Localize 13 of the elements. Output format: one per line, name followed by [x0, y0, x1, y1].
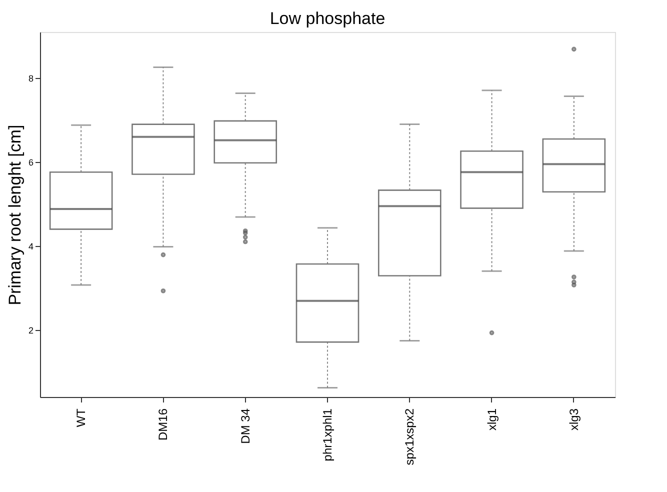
y-tick-label: 8: [28, 74, 34, 84]
x-tick-label: DM16: [156, 408, 170, 441]
y-axis-title: Primary root lenght [cm]: [5, 124, 24, 306]
x-tick-label: xlg1: [484, 408, 499, 431]
x-tick-label: WT: [74, 408, 88, 428]
y-tick-label: 2: [28, 325, 34, 336]
x-tick-label: xlg3: [566, 408, 581, 431]
y-tick-label: 6: [28, 158, 34, 168]
x-tick-label: phr1xphl1: [320, 408, 334, 462]
x-tick-label: spx1xspx2: [402, 408, 417, 466]
y-tick-label: 4: [28, 241, 34, 252]
x-tick-label: DM 34: [238, 408, 252, 444]
chart-title: Low phosphate: [270, 9, 386, 28]
